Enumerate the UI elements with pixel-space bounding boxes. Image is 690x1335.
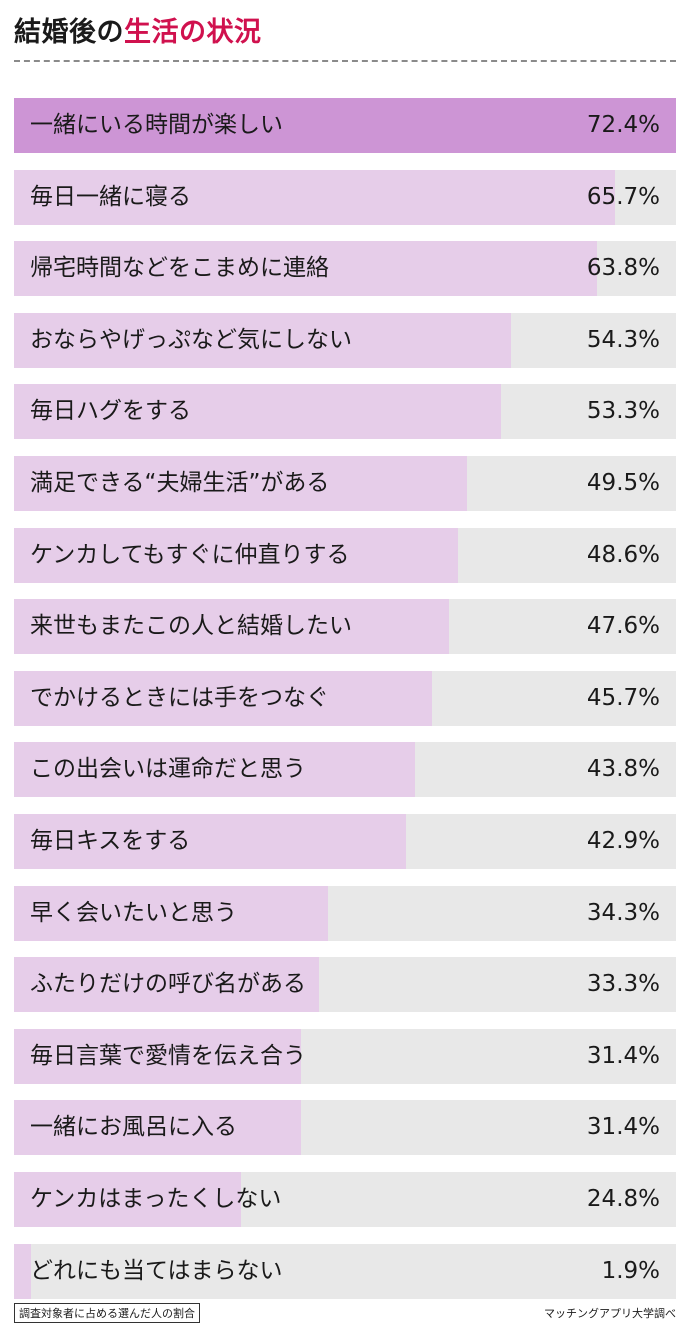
category-label: ケンカしてもすぐに仲直りする	[30, 542, 350, 568]
value-label: 65.7%	[586, 184, 660, 210]
category-label: 毎日言葉で愛情を伝え合う	[30, 1043, 306, 1069]
category-label: どれにも当てはまらない	[30, 1258, 283, 1284]
bar	[14, 170, 615, 225]
bar	[14, 241, 598, 296]
bar-row: 満足できる“夫婦生活”がある 49.5%	[14, 456, 676, 511]
bar	[14, 957, 319, 1012]
value-label: 54.3%	[586, 327, 660, 353]
category-label: 一緒にお風呂に入る	[30, 1114, 237, 1140]
bar-row: 帰宅時間などをこまめに連絡 63.8%	[14, 241, 676, 296]
bar-row: 早く会いたいと思う 34.3%	[14, 886, 676, 941]
chart-title: 結婚後の生活の状況	[14, 10, 262, 49]
value-label: 1.9%	[601, 1258, 660, 1284]
category-label: 毎日一緒に寝る	[30, 184, 191, 210]
value-label: 31.4%	[586, 1043, 660, 1069]
bar	[14, 1100, 302, 1155]
category-label: おならやげっぷなど気にしない	[30, 327, 352, 353]
bar-row: でかけるときには手をつなぐ 45.7%	[14, 671, 676, 726]
bar-row: ふたりだけの呼び名がある 33.3%	[14, 957, 676, 1012]
category-label: 来世もまたこの人と結婚したい	[30, 613, 352, 639]
category-label: ケンカはまったくしない	[30, 1186, 282, 1212]
category-label: 一緒にいる時間が楽しい	[30, 112, 283, 138]
category-label: ふたりだけの呼び名がある	[30, 971, 306, 997]
value-label: 72.4%	[586, 112, 660, 138]
category-label: 毎日ハグをする	[30, 398, 191, 424]
bar	[14, 384, 502, 439]
bar	[14, 98, 676, 153]
value-label: 24.8%	[586, 1186, 660, 1212]
title-divider	[14, 60, 676, 62]
value-label: 53.3%	[586, 398, 660, 424]
category-label: 満足できる“夫婦生活”がある	[30, 470, 330, 496]
bar	[14, 671, 432, 726]
bar-row: おならやげっぷなど気にしない 54.3%	[14, 313, 676, 368]
value-label: 48.6%	[586, 542, 660, 568]
value-label: 34.3%	[586, 900, 660, 926]
footnote: 調査対象者に占める選んだ人の割合	[14, 1303, 200, 1323]
category-label: 帰宅時間などをこまめに連絡	[30, 255, 329, 281]
bar-row: どれにも当てはまらない 1.9%	[14, 1244, 676, 1299]
category-label: この出会いは運命だと思う	[30, 756, 306, 782]
chart-title-part1: 結婚後の	[14, 17, 124, 48]
bar	[14, 313, 511, 368]
value-label: 45.7%	[586, 685, 660, 711]
bar-row: ケンカしてもすぐに仲直りする 48.6%	[14, 528, 676, 583]
bar	[14, 1029, 302, 1084]
chart-title-accent: 生活の状況	[124, 17, 262, 48]
bar-row: 毎日言葉で愛情を伝え合う 31.4%	[14, 1029, 676, 1084]
value-label: 42.9%	[586, 828, 660, 854]
bar	[14, 1244, 32, 1299]
category-label: 早く会いたいと思う	[30, 900, 237, 926]
category-label: 毎日キスをする	[30, 828, 191, 854]
bar	[14, 814, 407, 869]
bar	[14, 1172, 241, 1227]
source-credit: マッチングアプリ大学調べ	[544, 1307, 676, 1320]
bar-row: 毎日一緒に寝る 65.7%	[14, 170, 676, 225]
bar-row: この出会いは運命だと思う 43.8%	[14, 742, 676, 797]
value-label: 43.8%	[586, 756, 660, 782]
bar-row: 毎日キスをする 42.9%	[14, 814, 676, 869]
value-label: 31.4%	[586, 1114, 660, 1140]
bar	[14, 528, 459, 583]
bar-row: 来世もまたこの人と結婚したい 47.6%	[14, 599, 676, 654]
value-label: 33.3%	[586, 971, 660, 997]
value-label: 47.6%	[586, 613, 660, 639]
bar	[14, 886, 328, 941]
bar-row: ケンカはまったくしない 24.8%	[14, 1172, 676, 1227]
value-label: 63.8%	[586, 255, 660, 281]
bar-row: 毎日ハグをする 53.3%	[14, 384, 676, 439]
bar-row: 一緒にお風呂に入る 31.4%	[14, 1100, 676, 1155]
bar-row: 一緒にいる時間が楽しい 72.4%	[14, 98, 676, 153]
bar	[14, 742, 415, 797]
value-label: 49.5%	[586, 470, 660, 496]
bar	[14, 456, 467, 511]
bar	[14, 599, 450, 654]
category-label: でかけるときには手をつなぐ	[30, 685, 329, 711]
